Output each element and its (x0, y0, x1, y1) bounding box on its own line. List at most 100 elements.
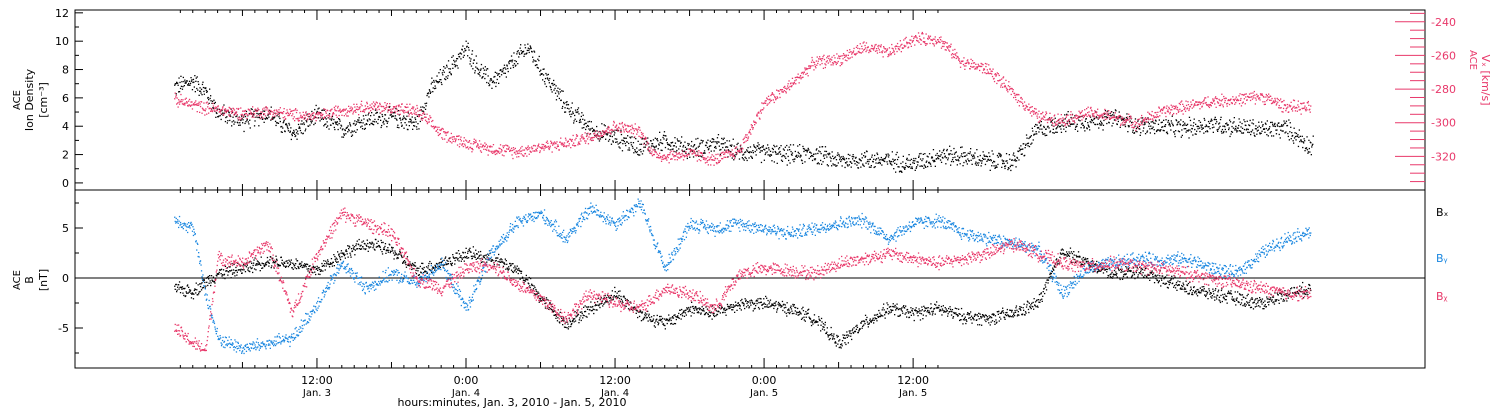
ion-density-series-point (1129, 115, 1131, 118)
ion-density-series-point (381, 113, 383, 116)
velocity-series-point (812, 65, 814, 67)
ion-density-series-point (372, 124, 375, 126)
ion-density-series-point (1229, 119, 1231, 121)
velocity-series-point (729, 155, 731, 157)
ion-density-series-point (747, 151, 750, 153)
ion-density-series-point (1001, 166, 1003, 168)
velocity-series-point (848, 58, 850, 60)
velocity-series-point (823, 54, 825, 56)
ion-density-series-point (179, 87, 182, 90)
velocity-series-point (288, 114, 291, 116)
ion-density-series-point (1049, 130, 1052, 132)
velocity-series-point (185, 97, 187, 99)
ion-density-series-point (377, 118, 379, 121)
velocity-series-point (960, 62, 962, 64)
ion-density-series-point (618, 146, 620, 148)
velocity-series-point (929, 42, 931, 45)
ion-density-series-point (314, 122, 316, 124)
ion-density-series-point (1171, 115, 1173, 117)
ion-density-series-point (1283, 120, 1285, 122)
ion-density-series-point (654, 149, 656, 151)
ion-density-series-point (191, 79, 193, 81)
bx-series-point (207, 275, 209, 278)
bx-series-point (199, 290, 201, 293)
velocity-series-point (805, 73, 807, 75)
velocity-series-point (920, 43, 922, 45)
ion-density-series-point (797, 151, 799, 153)
ion-density-series-point (1228, 127, 1230, 129)
velocity-series-point (208, 112, 210, 114)
ion-density-series-point (894, 159, 896, 161)
ion-density-series-point (746, 150, 749, 152)
velocity-series-point (335, 114, 337, 116)
velocity-series-point (385, 107, 387, 109)
ion-density-series-point (680, 141, 682, 144)
ion-density-series-point (703, 152, 705, 154)
ion-density-series-point (367, 114, 369, 116)
ion-density-series-point (961, 153, 963, 155)
ion-density-series-point (655, 146, 657, 148)
ion-density-series-point (1160, 121, 1162, 124)
ion-density-series-point (475, 55, 477, 57)
ion-density-series-point (698, 155, 700, 157)
ion-density-series-point (757, 145, 759, 147)
ion-density-series-point (371, 123, 374, 125)
ion-density-series-point (754, 146, 756, 148)
ion-density-series-point (1010, 169, 1012, 172)
velocity-series-point (1001, 83, 1003, 85)
velocity-series-point (470, 142, 472, 145)
ion-density-series-point (584, 119, 586, 121)
bx-series-point (233, 272, 236, 274)
velocity-series-point (219, 111, 221, 113)
ion-density-series-point (201, 94, 203, 96)
velocity-series-point (843, 56, 846, 58)
velocity-series-point (1212, 99, 1214, 101)
ion-density-series-point (556, 90, 558, 92)
velocity-series-point (798, 76, 800, 79)
velocity-series-point (536, 150, 538, 152)
velocity-series-point (809, 65, 811, 67)
ion-density-series-point (304, 130, 306, 132)
velocity-series-point (1096, 111, 1098, 113)
velocity-series-point (593, 133, 595, 135)
velocity-series-point (231, 109, 233, 112)
velocity-series-point (757, 112, 759, 114)
velocity-series-point (697, 154, 699, 156)
velocity-series-point (341, 114, 343, 116)
ion-density-series-point (878, 159, 881, 161)
velocity-series-point (1302, 102, 1304, 104)
ion-density-series-point (805, 154, 807, 156)
ion-density-series-point (1195, 133, 1197, 135)
ion-density-series-point (818, 163, 820, 165)
ion-density-series-point (687, 144, 689, 147)
velocity-series-point (852, 50, 855, 52)
ion-density-series-point (815, 149, 817, 151)
ion-density-series-point (742, 154, 744, 156)
velocity-series-point (1182, 113, 1184, 115)
velocity-series-point (583, 138, 585, 140)
ion-density-series-point (1230, 133, 1232, 135)
ion-density-series-point (660, 139, 662, 141)
velocity-series-point (998, 74, 1000, 77)
ion-density-series-point (1215, 122, 1217, 125)
ion-density-series-point (1165, 119, 1167, 121)
ion-density-series-point (390, 113, 392, 116)
ion-density-series-point (1181, 134, 1183, 137)
bx-series-point (204, 281, 206, 284)
velocity-series-point (427, 121, 429, 123)
velocity-series-point (772, 93, 774, 95)
velocity-series-point (1239, 93, 1241, 95)
velocity-series-point (249, 110, 251, 112)
velocity-series-point (916, 39, 918, 42)
velocity-series-point (552, 142, 555, 144)
bx-series-point (192, 298, 195, 300)
velocity-series-point (966, 60, 968, 62)
ion-density-series-point (1228, 128, 1230, 131)
ion-density-series-point (750, 151, 753, 153)
velocity-series-point (314, 115, 316, 117)
ion-density-series-point (336, 121, 338, 124)
ion-density-series-point (671, 142, 673, 144)
velocity-series-point (333, 106, 335, 109)
velocity-series-point (291, 115, 293, 117)
ion-density-series-point (1039, 125, 1042, 127)
